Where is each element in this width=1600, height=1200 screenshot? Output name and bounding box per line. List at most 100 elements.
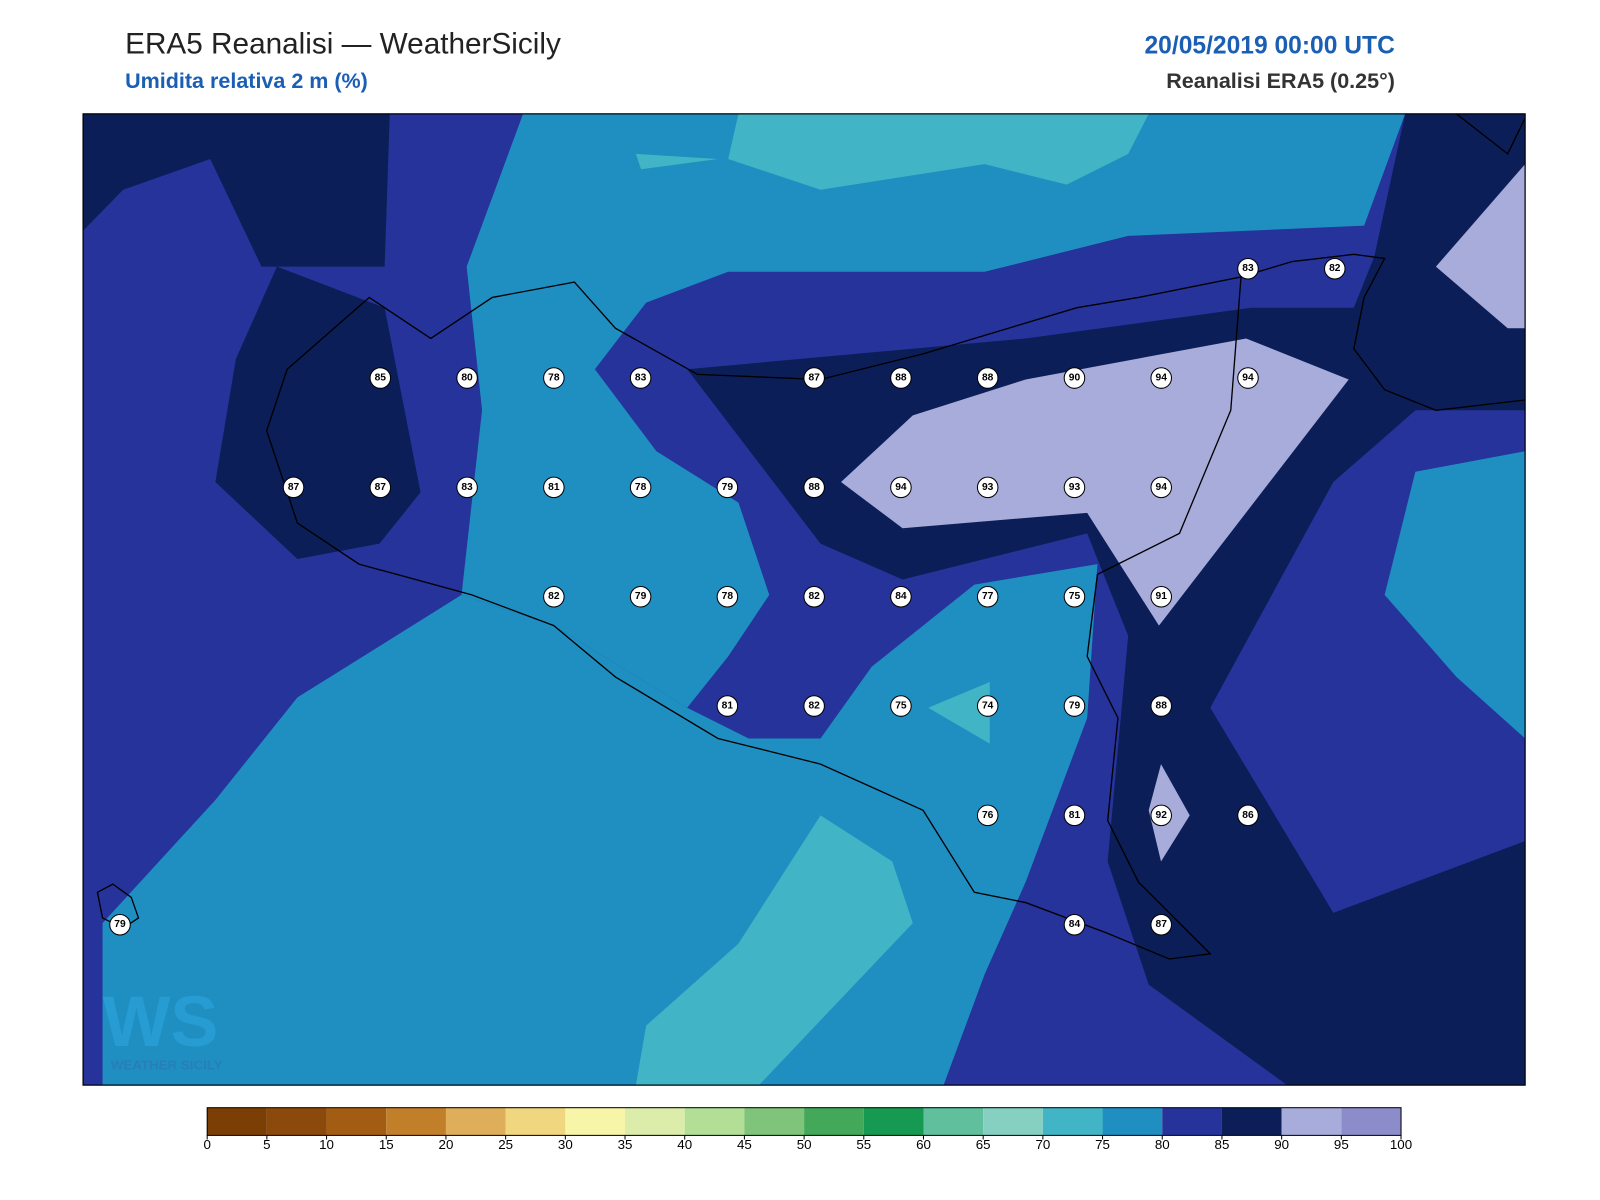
station-marker bbox=[543, 476, 565, 499]
station-marker bbox=[716, 476, 739, 499]
station-marker bbox=[1150, 695, 1172, 717]
stations: 83 82 85 80 78 83 87 88 88 90 94 94 87 87 83 81 78 79 88 94… bbox=[109, 257, 1346, 936]
station-marker bbox=[976, 695, 999, 717]
field bbox=[215, 266, 421, 559]
field bbox=[1435, 164, 1526, 329]
map-frame bbox=[82, 113, 1526, 1086]
station-marker bbox=[1150, 367, 1172, 389]
subtitle: Umidita relativa 2 m (%) bbox=[125, 69, 368, 93]
station-marker bbox=[1150, 476, 1172, 499]
station-marker bbox=[543, 585, 565, 608]
station-value: 94 bbox=[1156, 373, 1168, 384]
colorbar-tick-label: 65 bbox=[976, 1137, 991, 1152]
station-marker bbox=[803, 695, 825, 717]
station-value: 93 bbox=[1069, 482, 1081, 493]
station-value: 82 bbox=[808, 591, 820, 602]
source: Reanalisi ERA5 (0.25°) bbox=[1166, 69, 1395, 93]
station-value: 87 bbox=[288, 482, 300, 493]
station-value: 92 bbox=[1156, 810, 1168, 821]
station-value: 79 bbox=[114, 919, 126, 930]
colorbar-bin bbox=[804, 1107, 864, 1136]
station-value: 81 bbox=[1069, 810, 1081, 821]
field bbox=[928, 682, 990, 744]
station-marker bbox=[716, 695, 739, 717]
station-value: 87 bbox=[1156, 919, 1168, 930]
station-marker bbox=[369, 476, 392, 499]
colorbar-tick-label: 100 bbox=[1390, 1137, 1412, 1152]
station-value: 78 bbox=[635, 482, 647, 493]
station-marker bbox=[976, 367, 999, 389]
station-value: 83 bbox=[1242, 263, 1254, 274]
colorbar-bin bbox=[923, 1107, 984, 1136]
colorbar-tick-label: 20 bbox=[439, 1137, 454, 1152]
station-marker bbox=[1063, 585, 1086, 608]
station-marker bbox=[716, 585, 739, 608]
logo-name: WEATHER SICILY bbox=[111, 1058, 223, 1073]
station-marker bbox=[890, 476, 912, 499]
colorbar-bin bbox=[744, 1107, 805, 1136]
station-value: 87 bbox=[375, 482, 387, 493]
station-marker bbox=[456, 367, 478, 389]
island bbox=[96, 883, 140, 929]
station-value: 74 bbox=[982, 701, 994, 712]
station-value: 78 bbox=[548, 373, 560, 384]
station-marker bbox=[1063, 476, 1086, 499]
station-value: 79 bbox=[635, 591, 647, 602]
station-value: 82 bbox=[808, 701, 820, 712]
colorbar-bin bbox=[1341, 1107, 1402, 1136]
colorbar-bin bbox=[505, 1107, 566, 1136]
station-marker bbox=[890, 695, 912, 717]
title: ERA5 Reanalisi — WeatherSicily bbox=[125, 27, 561, 60]
colorbar-bin bbox=[684, 1107, 745, 1136]
station-marker bbox=[629, 367, 652, 389]
colorbar-tick-label: 40 bbox=[677, 1137, 692, 1152]
colorbar-tick-label: 5 bbox=[263, 1137, 270, 1152]
field bbox=[635, 153, 718, 170]
station-marker bbox=[1063, 913, 1086, 936]
field bbox=[635, 815, 913, 1086]
station-marker bbox=[976, 804, 999, 827]
station-value: 81 bbox=[548, 482, 560, 493]
colorbar-tick-label: 10 bbox=[319, 1137, 334, 1152]
station-marker bbox=[1150, 804, 1172, 827]
colorbar-tick-label: 25 bbox=[498, 1137, 513, 1152]
datetime: 20/05/2019 00:00 UTC bbox=[1144, 32, 1395, 59]
logo-mark: WS bbox=[103, 982, 219, 1062]
station-value: 82 bbox=[548, 591, 560, 602]
station-value: 88 bbox=[1156, 701, 1168, 712]
station-marker bbox=[890, 585, 912, 608]
station-value: 85 bbox=[375, 373, 387, 384]
station-value: 80 bbox=[461, 373, 473, 384]
colorbar-tick-label: 0 bbox=[203, 1137, 210, 1152]
colorbar-bin bbox=[1042, 1107, 1103, 1136]
colorbar-tick-label: 95 bbox=[1334, 1137, 1349, 1152]
colorbar-bin bbox=[565, 1107, 626, 1136]
colorbar-bin bbox=[1281, 1107, 1342, 1136]
station-marker bbox=[1237, 257, 1259, 280]
colorbar-bin bbox=[1162, 1107, 1222, 1136]
colorbar-bin bbox=[207, 1107, 267, 1136]
coastline bbox=[265, 276, 1242, 960]
station-marker bbox=[109, 913, 131, 936]
colorbar-bin bbox=[625, 1107, 685, 1136]
station-value: 94 bbox=[895, 482, 907, 493]
station-value: 81 bbox=[722, 701, 734, 712]
colorbar-bin bbox=[445, 1107, 506, 1136]
station-value: 84 bbox=[895, 591, 907, 602]
colorbar-tick-label: 15 bbox=[379, 1137, 394, 1152]
station-marker bbox=[1324, 257, 1346, 280]
field bbox=[841, 338, 1349, 626]
colorbar-tick-label: 75 bbox=[1095, 1137, 1110, 1152]
station-value: 79 bbox=[1069, 701, 1081, 712]
station-marker bbox=[976, 585, 999, 608]
field bbox=[1384, 451, 1526, 739]
station-marker bbox=[1063, 804, 1086, 827]
station-marker bbox=[803, 476, 825, 499]
field bbox=[728, 113, 1149, 190]
station-value: 93 bbox=[982, 482, 994, 493]
station-marker bbox=[1237, 804, 1259, 827]
colorbar-tick-label: 35 bbox=[618, 1137, 633, 1152]
coastline bbox=[1240, 113, 1526, 411]
station-marker bbox=[1063, 367, 1086, 389]
